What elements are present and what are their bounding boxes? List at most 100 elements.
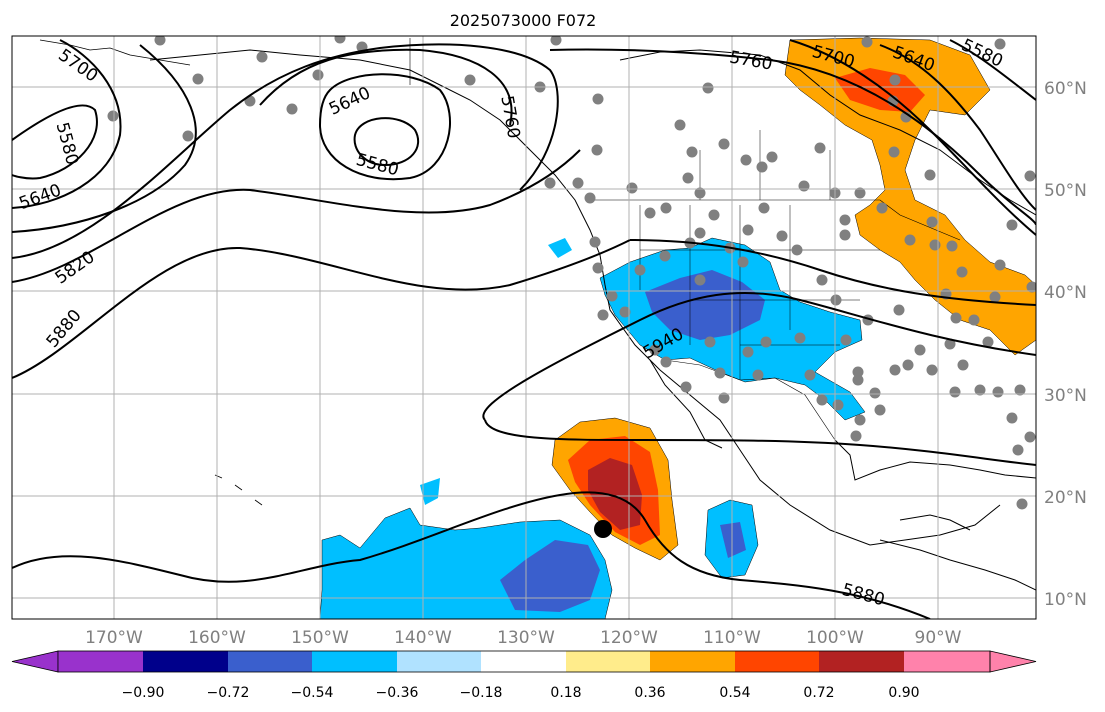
station-dot (619, 306, 631, 318)
station-dot (974, 384, 986, 396)
station-dot (888, 146, 900, 158)
station-dot (861, 36, 873, 48)
colorbar-segment (228, 651, 312, 672)
station-dot (924, 169, 936, 181)
station-dot (850, 430, 862, 442)
station-dot (949, 386, 961, 398)
station-dot (740, 154, 752, 166)
station-dot (982, 336, 994, 348)
map-area (12, 36, 1036, 619)
map-frame (11, 35, 1037, 620)
lon-label: 130°W (497, 628, 555, 648)
station-dot (674, 119, 686, 131)
colorbar-segment (819, 651, 904, 672)
lat-label: 30°N (1044, 386, 1087, 406)
station-dot (766, 151, 778, 163)
lat-label: 60°N (1044, 79, 1087, 99)
lon-label: 170°W (85, 628, 143, 648)
station-dot (876, 202, 888, 214)
contour-5820 (12, 149, 581, 283)
contour-5580-low (353, 117, 420, 167)
coastline-hawaii (214, 474, 263, 506)
station-dot (714, 367, 726, 379)
station-dot (1012, 444, 1024, 456)
storm-center-marker (594, 520, 612, 538)
station-dot (776, 230, 788, 242)
negative-anomaly-small-b-core (720, 522, 746, 558)
station-dot (644, 207, 656, 219)
station-dot (1024, 431, 1036, 443)
contour-5880-south (12, 491, 931, 619)
station-dot (946, 240, 958, 252)
station-dot (592, 93, 604, 105)
station-dot (791, 244, 803, 256)
station-dot (839, 229, 851, 241)
station-dot (852, 374, 864, 386)
lon-label: 90°W (915, 628, 962, 648)
station-dot (702, 82, 714, 94)
station-dot (804, 369, 816, 381)
lat-label: 40°N (1044, 283, 1087, 303)
station-dot (814, 142, 826, 154)
contour-5700-nw (259, 48, 513, 126)
station-dot (680, 381, 692, 393)
contour-5640-low (318, 73, 451, 181)
station-dot (758, 202, 770, 214)
station-dot (286, 103, 298, 115)
station-dot (968, 314, 980, 326)
station-dot (989, 291, 1001, 303)
station-dot (660, 202, 672, 214)
station-dot (852, 366, 864, 378)
colorbar-segment (58, 651, 143, 672)
station-dot (694, 274, 706, 286)
station-dot (550, 36, 562, 46)
station-dot (926, 216, 938, 228)
lon-label: 140°W (394, 628, 452, 648)
station-dot (1006, 412, 1018, 424)
station-dot (634, 264, 646, 276)
station-layer (107, 36, 1036, 510)
lon-label: 150°W (291, 628, 349, 648)
station-dot (591, 144, 603, 156)
contour-5880-east (629, 239, 1036, 306)
anomaly-fill-layer (319, 37, 1036, 619)
coastline-caribbean (899, 514, 971, 531)
station-dot (832, 399, 844, 411)
station-dot (1016, 498, 1028, 510)
station-dot (874, 404, 886, 416)
station-dot (839, 214, 851, 226)
coastline-baja (649, 359, 723, 449)
coastline-alaska (149, 49, 1001, 546)
station-dot (992, 386, 1004, 398)
latitude-axis: 60°N 50°N 40°N 30°N 20°N 10°N (1044, 79, 1087, 610)
station-dot (816, 274, 828, 286)
station-dot (956, 266, 968, 278)
contour-5700-west (12, 44, 197, 233)
station-dot (626, 182, 638, 194)
station-dot (1026, 281, 1036, 293)
lat-label: 10°N (1044, 590, 1087, 610)
station-dot (704, 336, 716, 348)
colorbar-segment (566, 651, 650, 672)
station-dot (889, 364, 901, 376)
lat-label: 50°N (1044, 181, 1087, 201)
positive-anomaly-north (784, 37, 1036, 356)
contour-5880-west (12, 239, 631, 379)
contour-5940 (482, 291, 1036, 466)
lon-label: 110°W (703, 628, 761, 648)
colorbar-outline (57, 650, 991, 673)
station-dot (182, 130, 194, 142)
station-dot (944, 338, 956, 350)
lon-label: 160°W (188, 628, 246, 648)
coastline-gulf (834, 439, 1036, 481)
colorbar-tick-label: −0.54 (291, 685, 334, 701)
negative-anomaly-california (548, 238, 572, 258)
lon-label: 100°W (806, 628, 864, 648)
station-dot (737, 256, 749, 268)
station-dot (816, 394, 828, 406)
station-dot (756, 161, 768, 173)
station-dot (760, 336, 772, 348)
station-dot (1006, 219, 1018, 231)
positive-anomaly-north-core (835, 68, 925, 112)
station-dot (929, 239, 941, 251)
